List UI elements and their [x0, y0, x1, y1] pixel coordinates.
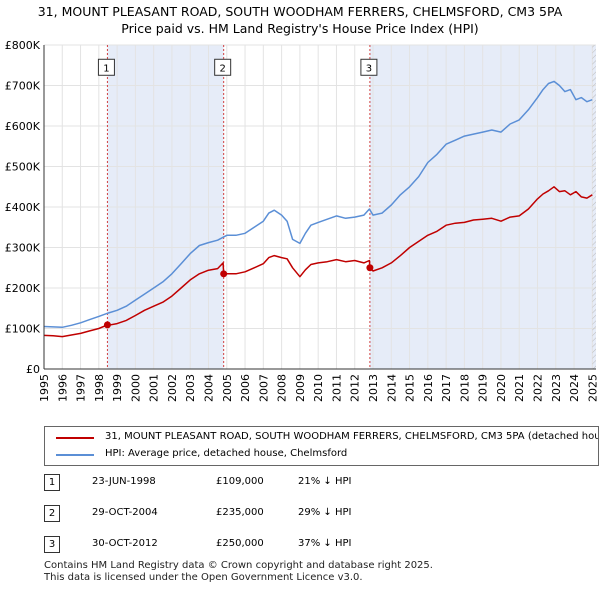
sale-date: 30-OCT-2012 — [92, 538, 158, 549]
sale-badge: 1 — [44, 474, 60, 491]
sale-badge: 2 — [44, 505, 60, 522]
series-line-property — [43, 186, 593, 338]
chart-title: 31, MOUNT PLEASANT ROAD, SOUTH WOODHAM F… — [37, 4, 563, 19]
footer-licence: This data is licensed under the Open Gov… — [44, 572, 363, 583]
x-tick-label: 2005 — [221, 374, 234, 402]
x-tick-label: 2010 — [312, 374, 325, 402]
y-tick-label: £0 — [26, 363, 40, 376]
x-tick-label: 2020 — [495, 374, 508, 402]
sale-badge: 3 — [44, 536, 60, 553]
y-tick-label: £600K — [5, 120, 41, 133]
x-tick-label: 2017 — [440, 374, 453, 402]
sale-point — [366, 264, 374, 272]
sale-date: 29-OCT-2004 — [92, 507, 158, 518]
y-tick-label: £100K — [5, 323, 41, 336]
x-tick-label: 1999 — [111, 374, 124, 402]
x-tick-label: 2014 — [385, 374, 398, 402]
sale-hpi-diff: 37% ↓ HPI — [298, 538, 352, 549]
sale-hpi-diff: 21% ↓ HPI — [298, 476, 352, 487]
x-tick-label: 1997 — [75, 374, 88, 402]
x-tick-label: 2008 — [276, 374, 289, 402]
x-tick-label: 1995 — [38, 374, 51, 402]
x-tick-label: 2022 — [532, 374, 545, 402]
footer-copyright: Contains HM Land Registry data © Crown c… — [44, 560, 433, 571]
forecast-hatch — [592, 45, 596, 369]
x-tick-label: 2011 — [330, 374, 343, 402]
x-tick-label: 2004 — [203, 374, 216, 402]
y-tick-label: £800K — [5, 39, 41, 52]
sale-label-box — [360, 58, 378, 76]
sale-date: 23-JUN-1998 — [92, 476, 156, 487]
sale-label-box — [97, 58, 115, 76]
sale-point — [220, 270, 228, 278]
x-tick-label: 2023 — [550, 374, 563, 402]
x-tick-label: 2016 — [422, 374, 435, 402]
x-tick-label: 1998 — [93, 374, 106, 402]
sale-label: 1 — [103, 63, 109, 74]
x-tick-label: 2001 — [148, 374, 161, 402]
table-row: 3 30-OCT-2012 £250,000 37% ↓ HPI — [44, 536, 464, 554]
y-tick-label: £300K — [5, 242, 41, 255]
x-tick-label: 2012 — [349, 374, 362, 402]
y-tick-label: £200K — [5, 282, 41, 295]
sale-label-box — [214, 58, 232, 76]
legend-swatch-property — [56, 437, 94, 439]
x-tick-label: 2002 — [166, 374, 179, 402]
x-tick-label: 2019 — [477, 374, 490, 402]
x-tick-label: 2009 — [294, 374, 307, 402]
chart-subtitle: Price paid vs. HM Land Registry's House … — [121, 21, 479, 36]
x-tick-label: 2025 — [586, 374, 599, 402]
x-tick-label: 2006 — [239, 374, 252, 402]
sale-point — [103, 321, 111, 329]
legend-label-hpi: HPI: Average price, detached house, Chel… — [105, 448, 348, 459]
y-tick-label: £500K — [5, 161, 41, 174]
x-tick-label: 2015 — [404, 374, 417, 402]
x-tick-label: 2021 — [513, 374, 526, 402]
sale-label: 2 — [219, 63, 225, 74]
sale-price: £235,000 — [216, 507, 264, 518]
sale-label: 3 — [366, 63, 372, 74]
series-line-hpi — [43, 80, 593, 329]
sale-price: £250,000 — [216, 538, 264, 549]
table-row: 1 23-JUN-1998 £109,000 21% ↓ HPI — [44, 474, 464, 492]
price-chart: 1 2 3 £0 £100K £200K £300K £400K £500K £600K £700K… — [5, 39, 600, 402]
sale-price: £109,000 — [216, 476, 264, 487]
y-tick-label: £700K — [5, 80, 41, 93]
legend-swatch-hpi — [56, 454, 94, 456]
x-tick-label: 2007 — [257, 374, 270, 402]
table-row: 2 29-OCT-2004 £235,000 29% ↓ HPI — [44, 505, 464, 523]
y-tick-label: £400K — [5, 201, 41, 214]
legend-label-property: 31, MOUNT PLEASANT ROAD, SOUTH WOODHAM F… — [105, 431, 599, 442]
x-tick-label: 2003 — [184, 374, 197, 402]
x-tick-label: 1996 — [56, 374, 69, 402]
chart-legend: 31, MOUNT PLEASANT ROAD, SOUTH WOODHAM F… — [44, 426, 599, 466]
x-tick-label: 2024 — [568, 374, 581, 402]
x-tick-label: 2018 — [458, 374, 471, 402]
x-tick-label: 2000 — [129, 374, 142, 402]
sale-hpi-diff: 29% ↓ HPI — [298, 507, 352, 518]
x-tick-label: 2013 — [367, 374, 380, 402]
